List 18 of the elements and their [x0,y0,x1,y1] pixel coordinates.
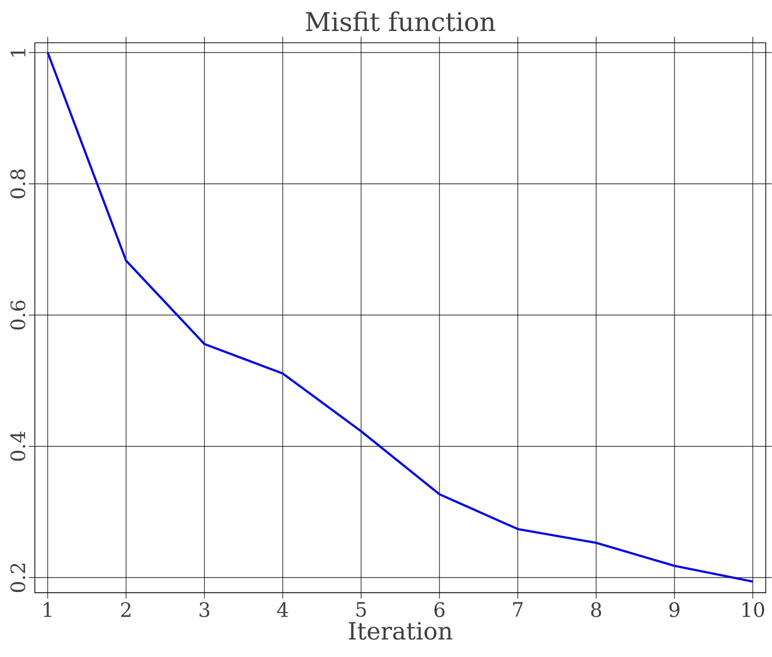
chart-title: Misfit function [306,11,496,32]
x-tick-label: 8 [591,602,602,617]
x-tick-label: 9 [669,602,680,617]
x-tick-label: 2 [121,602,130,617]
y-tick-label: 0.2 [10,564,26,592]
x-axis-title: Iteration [348,622,452,640]
y-tick-label: 0.4 [10,431,26,461]
x-tick-label: 10 [742,602,764,617]
line-series [46,51,754,582]
x-tick-label: 6 [434,602,445,617]
x-tick-label: 3 [200,602,210,617]
x-tick-label: 1 [44,602,52,617]
x-tick-label: 4 [277,602,288,617]
x-tick-label: 7 [513,602,523,616]
y-tick-label: 0.6 [10,300,26,330]
y-tick-label: 0.8 [10,169,26,198]
y-tick-label: 1 [10,48,26,56]
x-tick-label: 5 [356,602,366,617]
